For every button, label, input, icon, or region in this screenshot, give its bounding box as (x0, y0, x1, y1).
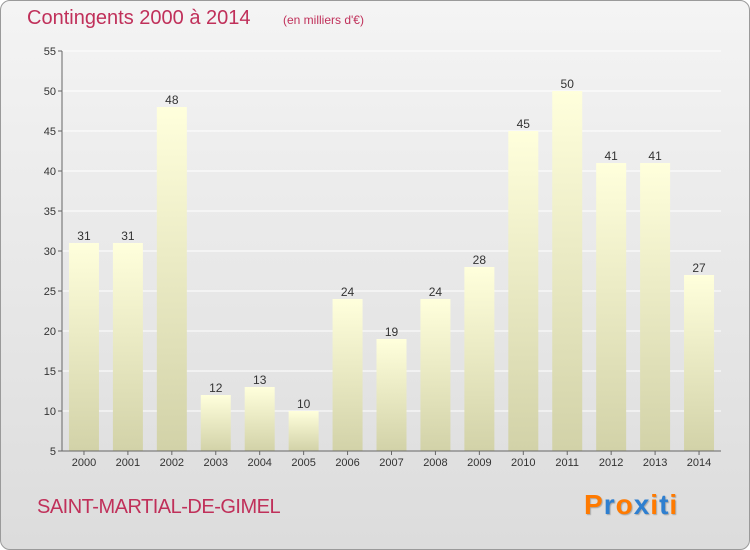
data-label: 27 (692, 261, 706, 275)
x-tick-label: 2000 (72, 457, 96, 469)
bar-2002 (156, 107, 187, 451)
y-tick-label: 45 (44, 126, 56, 138)
x-tick-label: 2013 (643, 457, 667, 469)
bar-2001 (112, 243, 143, 451)
data-labels: 31 31 48 12 13 10 24 19 24 28 45 50 41 41 27 (77, 77, 706, 411)
bar-2013 (640, 163, 671, 451)
y-tick-label: 30 (44, 246, 56, 258)
x-tick-label: 2010 (511, 457, 535, 469)
commune-name: SAINT-MARTIAL-DE-GIMEL (37, 496, 281, 518)
bar-2000 (68, 243, 99, 451)
bar-2010 (508, 131, 539, 451)
data-label: 50 (561, 77, 575, 91)
data-label: 45 (517, 117, 531, 131)
chart-title: Contingents 2000 à 2014 (27, 7, 251, 29)
x-tick-labels: 2000 2001 2002 2003 2004 2005 2006 2007 2008 2009… (72, 451, 711, 469)
y-tick-label: 10 (44, 406, 56, 418)
data-label: 10 (297, 397, 311, 411)
data-label: 28 (473, 253, 487, 267)
data-label: 48 (165, 93, 179, 107)
logo-letter: o (615, 489, 634, 520)
x-tick-label: 2006 (335, 457, 359, 469)
data-label: 19 (385, 325, 399, 339)
bar-2005 (288, 411, 319, 451)
logo-letter: i (650, 489, 660, 520)
y-tick-label: 50 (44, 86, 56, 98)
bar-2006 (332, 299, 363, 451)
x-tick-label: 2003 (204, 457, 228, 469)
x-tick-label: 2001 (116, 457, 140, 469)
x-tick-label: 2009 (467, 457, 491, 469)
data-label: 12 (209, 381, 223, 395)
y-tick-label: 5 (50, 446, 56, 458)
x-tick-label: 2002 (160, 457, 184, 469)
x-tick-label: 2012 (599, 457, 623, 469)
y-tick-labels: 5 10 15 20 25 30 35 40 45 50 55 (44, 46, 56, 458)
y-tick-label: 15 (44, 366, 56, 378)
bar-2004 (244, 387, 275, 451)
bars (68, 91, 715, 451)
logo-letter: P (584, 489, 604, 520)
logo-letter: x (633, 489, 651, 520)
x-tick-label: 2011 (555, 457, 579, 469)
y-tick-label: 25 (44, 286, 56, 298)
proxiti-logo[interactable]: Proxiti (584, 489, 678, 521)
y-tick-label: 20 (44, 326, 56, 338)
logo-letter: r (603, 489, 616, 520)
x-tick-label: 2014 (687, 457, 711, 469)
data-label: 41 (648, 149, 662, 163)
bar-2003 (200, 395, 231, 451)
bar-2007 (376, 339, 407, 451)
bar-2008 (420, 299, 451, 451)
bar-2011 (552, 91, 583, 451)
logo-letter: i (669, 489, 679, 520)
y-tick-label: 35 (44, 206, 56, 218)
bar-2009 (464, 267, 495, 451)
bar-2014 (684, 275, 715, 451)
x-tick-label: 2005 (291, 457, 315, 469)
data-label: 31 (77, 229, 91, 243)
logo-letter: t (659, 489, 670, 520)
chart-subtitle: (en milliers d'€) (283, 13, 364, 27)
data-label: 24 (341, 285, 355, 299)
data-label: 41 (604, 149, 618, 163)
bar-2012 (596, 163, 627, 451)
x-tick-label: 2007 (379, 457, 403, 469)
y-tick-label: 55 (44, 46, 56, 58)
y-tick-label: 40 (44, 166, 56, 178)
data-label: 24 (429, 285, 443, 299)
x-tick-label: 2008 (423, 457, 447, 469)
x-tick-label: 2004 (247, 457, 271, 469)
data-label: 13 (253, 373, 267, 387)
data-label: 31 (121, 229, 135, 243)
